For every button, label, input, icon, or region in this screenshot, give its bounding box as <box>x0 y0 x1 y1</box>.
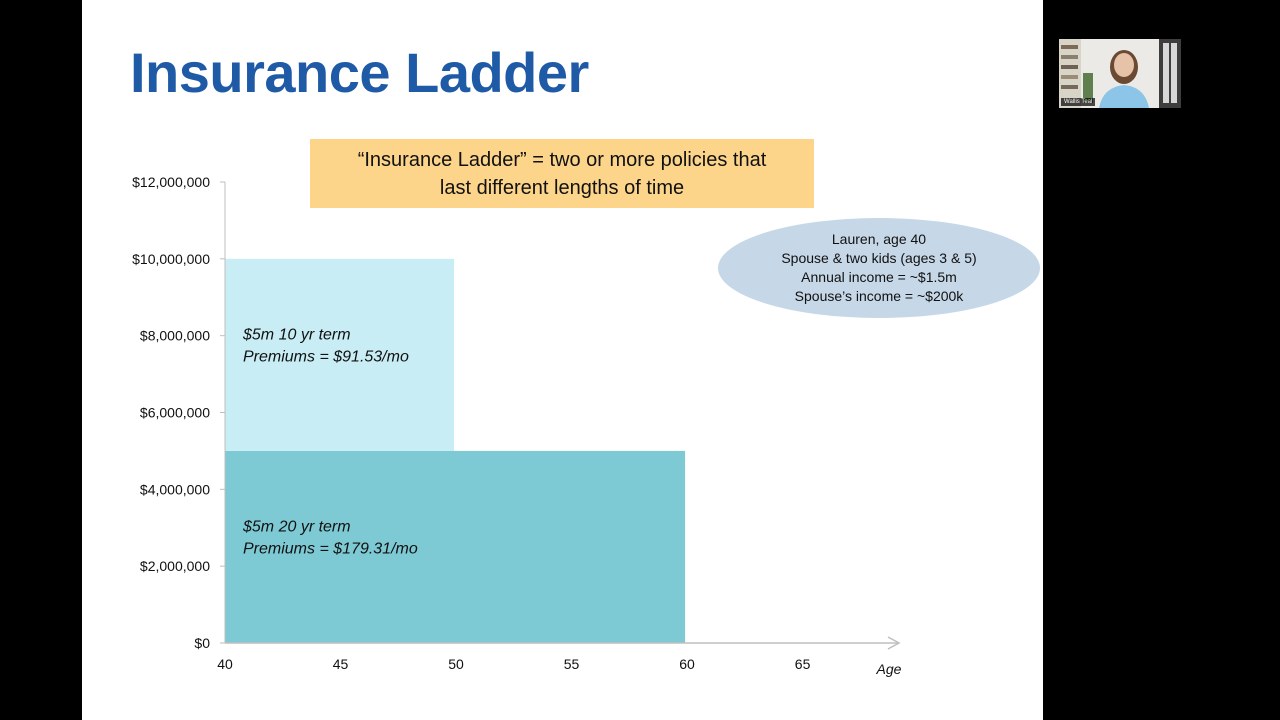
y-tick-label: $0 <box>194 635 210 651</box>
slide-title: Insurance Ladder <box>130 41 589 104</box>
bar-2 <box>225 258 455 451</box>
profile-spouse-income: Spouse’s income = ~$200k <box>794 288 964 304</box>
participant-name: Wallis Teal <box>1061 98 1096 106</box>
y-tick-label: $4,000,000 <box>140 481 210 497</box>
y-tick-label: $2,000,000 <box>140 558 210 574</box>
x-axis-title: Age <box>876 661 902 677</box>
x-tick-label: 40 <box>217 656 233 672</box>
x-tick-label: 55 <box>564 656 580 672</box>
profile-family: Spouse & two kids (ages 3 & 5) <box>781 250 977 266</box>
profile-name-age: Lauren, age 40 <box>831 231 927 247</box>
bar-1 <box>225 450 686 643</box>
client-profile-bubble: Lauren, age 40 Spouse & two kids (ages 3… <box>718 218 1040 318</box>
bar-2-label-line-2: Premiums = $91.53/mo <box>243 349 409 366</box>
bar-1-label-line-1: $5m 20 yr term <box>242 519 351 536</box>
bar-2-label-line-1: $5m 10 yr term <box>242 327 351 344</box>
x-tick-label: 45 <box>333 656 349 672</box>
y-tick-label: $12,000,000 <box>132 174 210 190</box>
y-tick-label: $6,000,000 <box>140 405 210 421</box>
x-tick-label: 65 <box>795 656 811 672</box>
x-axis-arrow <box>887 636 901 650</box>
participant-video-tile[interactable]: Wallis Teal <box>1059 39 1181 108</box>
definition-callout: “Insurance Ladder” = two or more policie… <box>310 139 814 208</box>
bar-1-label-line-2: Premiums = $179.31/mo <box>243 541 418 558</box>
insurance-ladder-chart: $5m 20 yr term Premiums = $179.31/mo $5m 1… <box>132 174 902 677</box>
participant-video-image <box>1059 39 1181 108</box>
x-tick-label: 50 <box>448 656 464 672</box>
x-tick-label: 60 <box>679 656 695 672</box>
y-tick-label: $8,000,000 <box>140 328 210 344</box>
y-tick-label: $10,000,000 <box>132 251 210 267</box>
presentation-slide: Insurance Ladder $5m 20 yr term Premiums … <box>82 0 1043 720</box>
profile-annual-income: Annual income = ~$1.5m <box>801 269 957 285</box>
callout-line-1: “Insurance Ladder” = two or more policie… <box>357 148 767 171</box>
callout-line-2: last different lengths of time <box>439 176 685 199</box>
